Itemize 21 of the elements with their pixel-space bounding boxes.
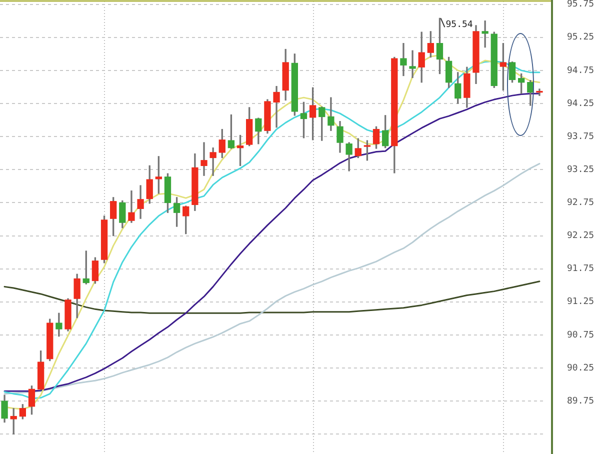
candlestick bbox=[409, 50, 416, 78]
annotation: 95.54 bbox=[446, 20, 473, 30]
y-tick-label: 95.25 bbox=[567, 32, 594, 43]
y-tick-label: 95.75 bbox=[567, 0, 594, 10]
candlestick bbox=[200, 142, 208, 176]
y-tick-label: 91.75 bbox=[567, 264, 594, 274]
y-tick-label: 93.75 bbox=[567, 132, 594, 142]
y-tick-label: 93.25 bbox=[567, 164, 594, 175]
y-tick-label: 92.75 bbox=[567, 198, 594, 208]
y-tick-label: 92.25 bbox=[567, 231, 594, 242]
candlestick bbox=[536, 88, 543, 96]
candlestick bbox=[273, 86, 280, 128]
candlestick bbox=[210, 147, 216, 176]
y-tick-label: 94.75 bbox=[567, 66, 594, 76]
candlestick bbox=[400, 42, 407, 76]
y-tick-label: 94.25 bbox=[567, 98, 594, 109]
y-tick-label: 90.25 bbox=[567, 363, 594, 374]
y-tick-label: 90.75 bbox=[567, 330, 594, 340]
y-tick-label: 91.25 bbox=[567, 297, 594, 308]
candlestick bbox=[482, 20, 488, 48]
y-tick-label: 89.75 bbox=[567, 396, 594, 406]
